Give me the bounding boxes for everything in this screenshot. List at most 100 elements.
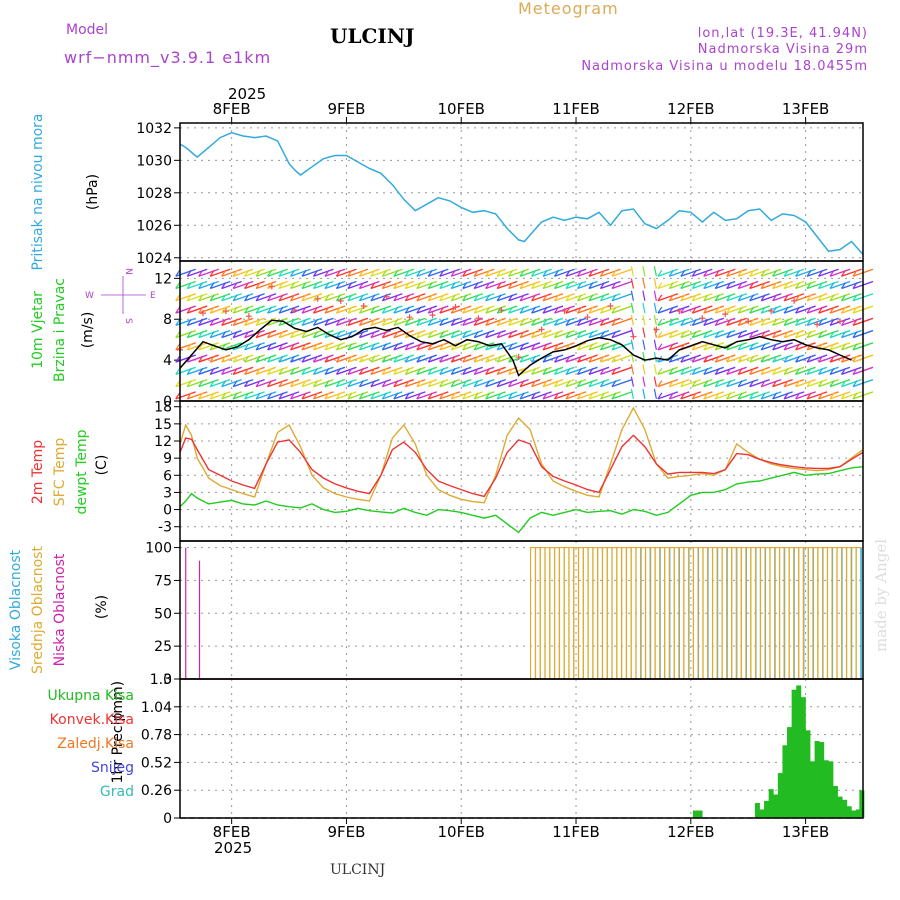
wind-barb [749,392,755,400]
wind-barb [198,305,219,314]
wind-barb [668,269,674,277]
compass-east: E [150,291,156,301]
wind-barb [749,293,770,302]
wind-barb [324,317,346,326]
wind-barb [358,368,364,375]
wind-barb [324,342,346,351]
wind-barb [267,317,288,326]
wind-barb [221,392,227,400]
wind-gust-marker [291,307,298,314]
wind-barb [806,391,828,400]
wind-barb [244,354,265,363]
wind-barb [255,366,277,376]
wind-barb [642,327,646,338]
wind-barb [657,317,679,326]
cloud-y-tick-label: 50 [154,606,172,622]
wind-barb [313,391,334,400]
wind-barb [209,378,231,388]
wind-barb [749,366,770,376]
wind-barb [347,280,369,290]
wind-speed-line [179,319,852,377]
wind-barb [772,366,793,376]
wind-barb [715,293,736,302]
wind-gust-marker [268,283,275,290]
wind-barb [427,294,433,302]
wind-barb [221,329,242,339]
wind-barb [600,317,621,326]
wind-barb [737,343,743,351]
wind-barb [600,366,621,376]
bottom-x-tick-label: 12FEB [667,823,714,841]
wind-barb [485,294,491,302]
wind-barb [278,331,284,338]
wind-barb [278,366,300,376]
wind-barb [290,269,296,277]
wind-barb [680,318,686,326]
wind-barb [301,380,307,387]
wind-barb [439,293,460,302]
wind-barb [358,294,364,302]
wind-barb [760,392,766,400]
wind-barb [209,329,231,339]
elevation-label: Nadmorska Visina 29m [698,42,868,57]
precip-bar [692,810,698,818]
wind-barb [244,268,265,277]
wind-barb [405,366,426,376]
wind-barb [760,368,766,375]
wind-barb [852,294,858,302]
precip-legend-item: Ukupna Kisa [47,688,134,704]
wind-barb [473,268,495,277]
wind-barb [772,317,793,326]
wind-barb [428,280,449,290]
wind-barb [450,318,456,326]
wind-barb [841,294,847,302]
wind-barb [209,380,215,387]
wind-barb [439,294,445,302]
wind-barb [599,294,605,302]
wind-barb [209,331,215,338]
wind-barb [496,282,502,289]
wind-barb [588,305,610,314]
wind-barb [692,391,713,400]
wind-barb [588,378,610,388]
precip-bar [764,800,770,818]
wind-barb [290,391,311,400]
wind-barb [451,305,472,314]
wind-barb [462,268,483,277]
wind-barb [657,294,663,302]
wind-barb [795,294,801,302]
wind-barb [577,391,598,400]
wind-gust-marker [314,295,321,302]
wind-barb [818,354,839,363]
wind-barb [278,268,300,277]
wind-barb [496,343,502,351]
wind-barb [653,376,657,387]
wind-barb [783,318,789,326]
wind-barb [588,306,594,314]
wind-barb [680,355,686,363]
wind-barb [485,355,491,363]
wind-barb [393,269,399,277]
wind-barb [324,280,346,290]
wind-barb [232,391,254,400]
temp-ylabel-2: SFC Temp [52,438,68,507]
wind-barb [267,329,288,339]
wind-barb [818,305,839,314]
wind-barb [657,366,679,376]
wind-barb [554,366,575,376]
wind-barb [382,391,403,400]
wind-barb [301,329,323,339]
wind-barb [267,282,273,289]
wind-barb [244,343,250,351]
wind-barb [336,329,357,339]
wind-barb [669,378,690,388]
wind-barb [485,318,491,326]
wind-barb [324,355,330,363]
pressure-unit: (hPa) [85,174,101,210]
pressure-y-tick-label: 1024 [136,251,172,267]
wind-barb [726,355,732,363]
wind-barb [496,305,518,314]
wind-barb [221,354,242,363]
wind-barb [439,329,460,339]
wind-barb [577,342,598,351]
